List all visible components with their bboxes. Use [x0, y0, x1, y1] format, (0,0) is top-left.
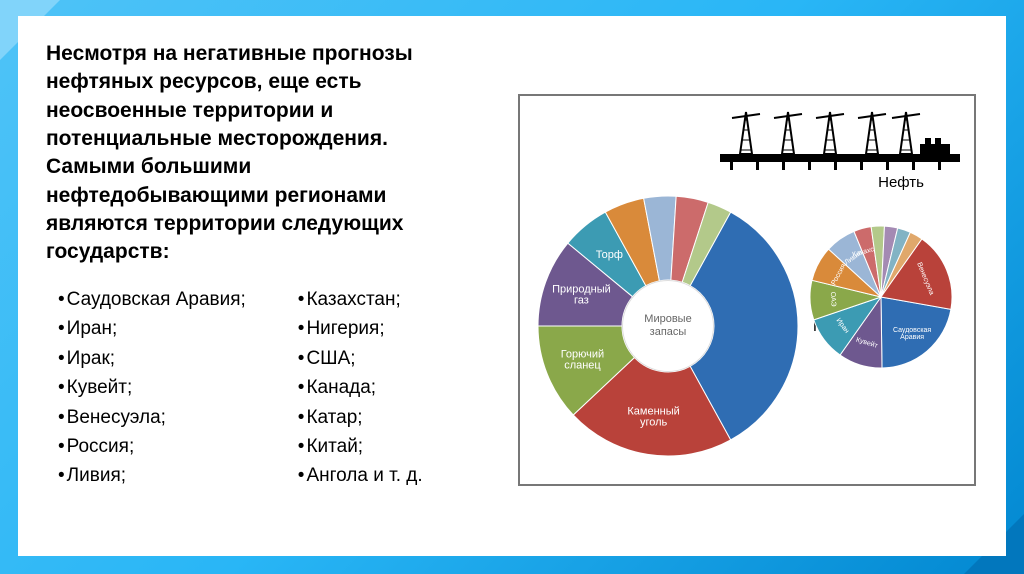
- oil-rig-icon: [720, 104, 960, 170]
- country-list-left: Саудовская Аравия;Иран;Ирак;Кувейт;Венес…: [58, 285, 246, 491]
- list-item: США;: [298, 344, 423, 373]
- country-list-right: Казахстан;Нигерия;США;Канада;Катар;Китай…: [298, 285, 423, 491]
- list-item: Кувейт;: [58, 373, 246, 402]
- list-item: Ирак;: [58, 344, 246, 373]
- list-item: Саудовская Аравия;: [58, 285, 246, 314]
- slice-label: ОАЭ: [829, 292, 837, 307]
- list-item: Венесуэла;: [58, 403, 246, 432]
- list-item: Китай;: [298, 432, 423, 461]
- list-item: Ливия;: [58, 461, 246, 490]
- list-item: Иран;: [58, 314, 246, 343]
- list-item: Россия;: [58, 432, 246, 461]
- rig-label: Нефть: [878, 174, 924, 191]
- list-item: Казахстан;: [298, 285, 423, 314]
- chart-panel: Нефть КаменныйугольГорючийсланецПриродны…: [518, 94, 976, 486]
- list-item: Канада;: [298, 373, 423, 402]
- slice-label: Горючийсланец: [561, 348, 604, 371]
- slide-heading: Несмотря на негативные прогнозы нефтяных…: [46, 40, 476, 267]
- center-label-top: Мировые: [644, 313, 691, 326]
- list-item: Катар;: [298, 403, 423, 432]
- center-label-bottom: запасы: [650, 326, 687, 339]
- countries-pie: СаудовскаяАравияКувейтИранОАЭРоссияЛивия…: [810, 226, 952, 368]
- list-item: Нигерия;: [298, 314, 423, 343]
- slice-label: Торф: [596, 249, 623, 261]
- world-reserves-donut: КаменныйугольГорючийсланецПриродныйгазТо…: [538, 196, 798, 456]
- slide-content: Несмотря на негативные прогнозы нефтяных…: [18, 16, 1006, 556]
- list-item: Ангола и т. д.: [298, 461, 423, 490]
- donut-center-label: Мировые запасы: [622, 280, 714, 372]
